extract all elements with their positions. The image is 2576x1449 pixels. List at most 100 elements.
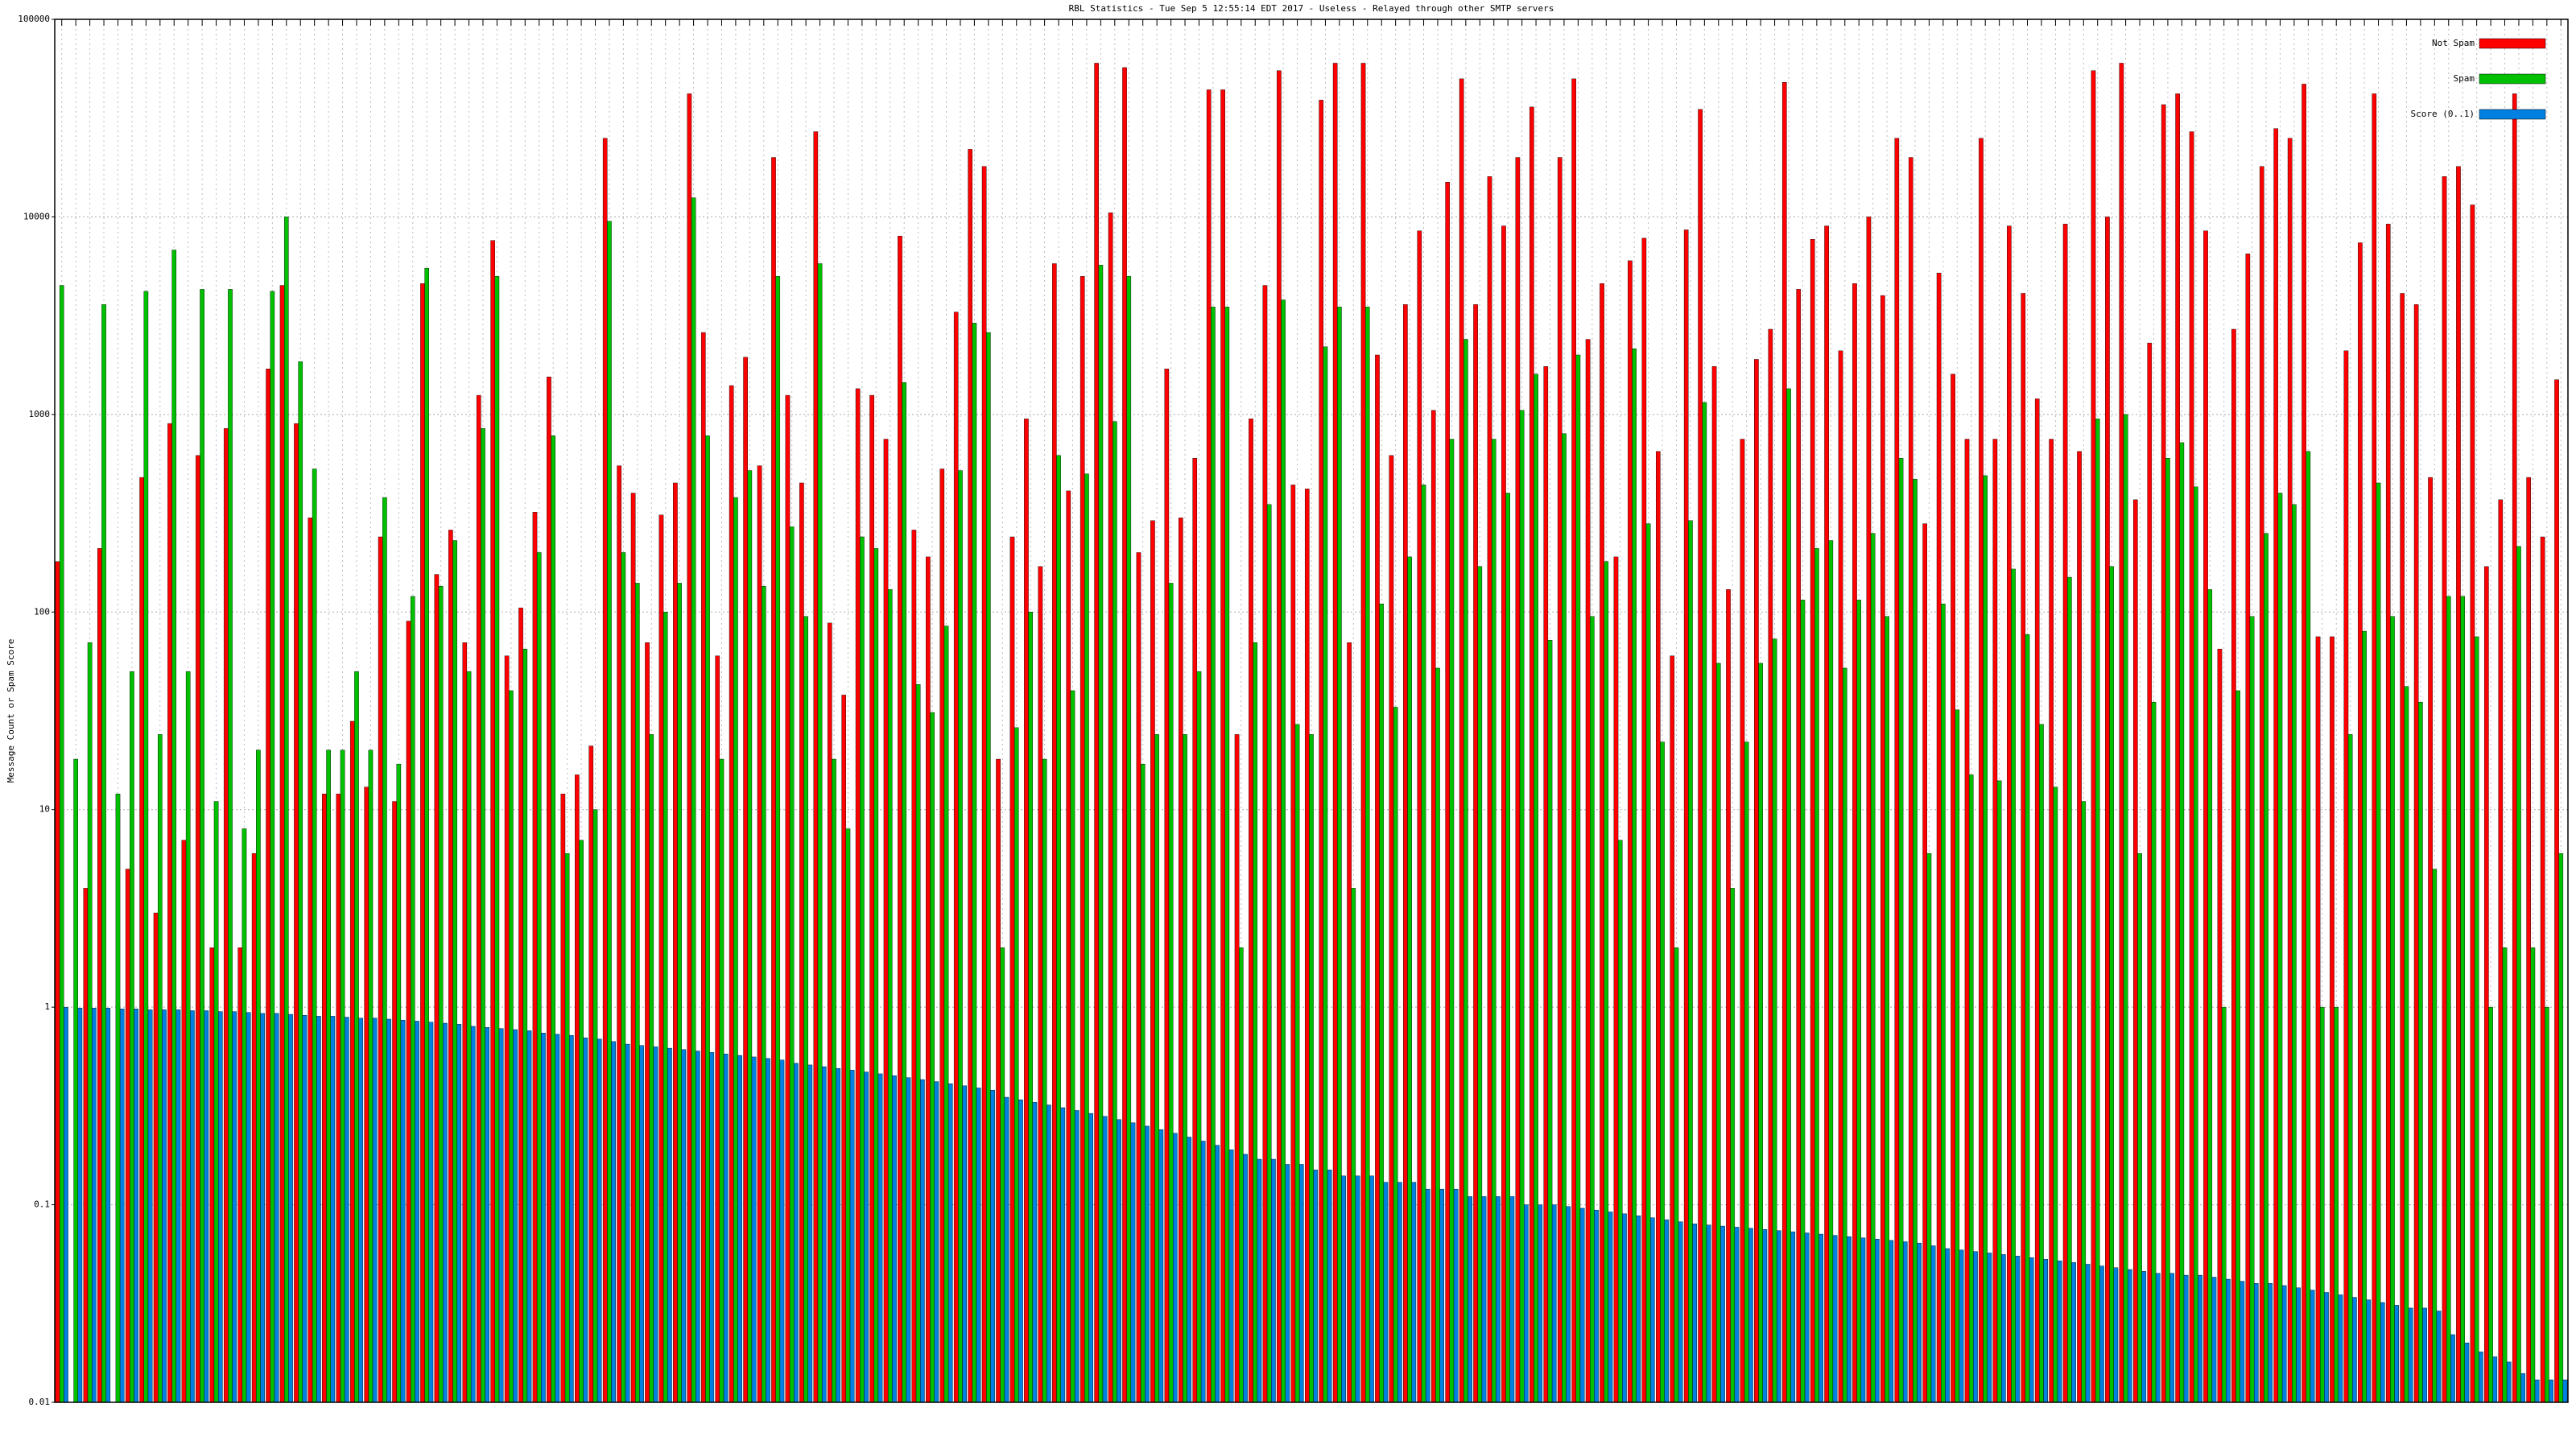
bar	[1397, 1182, 1402, 1403]
bar	[448, 530, 453, 1403]
bar	[1351, 888, 1356, 1403]
bar	[344, 1017, 349, 1403]
bar	[1678, 1221, 1683, 1403]
bar	[2324, 1292, 2329, 1403]
bar	[2558, 852, 2564, 1403]
bar	[77, 1008, 83, 1403]
bar	[1088, 1113, 1093, 1403]
bar	[522, 649, 528, 1403]
bar	[1496, 1196, 1501, 1403]
bar	[832, 758, 836, 1403]
bar	[1468, 1196, 1472, 1403]
bar	[228, 289, 233, 1403]
bar	[1740, 439, 1745, 1403]
bar	[2029, 1257, 2034, 1403]
bar	[2235, 690, 2240, 1403]
bar	[1715, 663, 1721, 1403]
bar	[1730, 888, 1736, 1403]
bar	[1842, 667, 1847, 1403]
bar	[1579, 1208, 1585, 1403]
bar	[2362, 630, 2367, 1403]
bar	[1060, 1107, 1066, 1403]
bar	[737, 1055, 742, 1403]
bar	[83, 888, 89, 1403]
bar	[541, 1033, 546, 1403]
bar	[139, 477, 144, 1403]
bar	[1473, 304, 1478, 1403]
bar	[579, 840, 584, 1403]
bar	[2183, 1274, 2189, 1403]
bar	[813, 131, 819, 1403]
bar	[1355, 1175, 1360, 1403]
y-tick-label: 1	[44, 1001, 50, 1012]
bar	[1590, 616, 1595, 1403]
bar	[1136, 552, 1141, 1403]
bar	[1945, 1248, 1950, 1403]
bar	[733, 497, 738, 1403]
bar	[2470, 204, 2475, 1403]
bar	[1706, 1224, 1711, 1403]
bar	[1828, 540, 1834, 1403]
bar	[1379, 603, 1385, 1403]
bar	[1200, 1141, 1206, 1403]
bar	[1917, 1242, 1922, 1403]
bar	[2516, 546, 2521, 1403]
bar	[1880, 295, 1885, 1403]
bar	[2011, 568, 2016, 1403]
bar	[424, 267, 430, 1403]
bar	[673, 482, 678, 1403]
bar	[887, 589, 893, 1403]
bar	[1215, 1145, 1220, 1403]
bar	[2319, 1006, 2325, 1403]
bar	[2287, 138, 2293, 1403]
bar	[1856, 600, 1862, 1403]
bar	[794, 1063, 799, 1403]
bar	[1698, 109, 1703, 1403]
bar	[1655, 451, 1661, 1403]
bar	[466, 671, 472, 1403]
bar	[2432, 869, 2438, 1403]
bar	[340, 749, 345, 1403]
bar	[1538, 1204, 1543, 1403]
bar	[1168, 583, 1174, 1403]
bar	[569, 1034, 574, 1403]
bar	[1403, 304, 1408, 1403]
bar	[2484, 566, 2489, 1403]
bar	[1838, 350, 1843, 1403]
bar	[2231, 328, 2236, 1403]
bar	[1481, 1196, 1487, 1403]
bar	[2137, 852, 2142, 1403]
bar	[490, 240, 495, 1403]
bar	[1375, 354, 1380, 1403]
bar	[803, 616, 808, 1403]
bar	[785, 394, 791, 1403]
y-tick-label: 0.01	[29, 1397, 51, 1407]
bar	[1585, 339, 1591, 1403]
bar	[190, 1010, 195, 1403]
bar	[892, 1075, 897, 1403]
bar	[1804, 1232, 1810, 1403]
bar	[2372, 93, 2377, 1403]
bar	[2545, 1006, 2549, 1403]
bar	[799, 482, 804, 1403]
bar	[1688, 520, 1693, 1403]
bar	[715, 655, 720, 1403]
bar	[1720, 1225, 1725, 1403]
bar	[1692, 1224, 1697, 1403]
bar	[274, 1013, 279, 1403]
bar	[476, 394, 481, 1403]
bar	[709, 1052, 715, 1403]
bar	[410, 596, 415, 1403]
bar	[1319, 100, 1324, 1403]
bar	[364, 786, 369, 1403]
bar	[1425, 1188, 1430, 1403]
bar	[564, 852, 570, 1403]
bar	[115, 794, 121, 1403]
bar	[434, 574, 440, 1403]
bar	[1987, 1253, 1992, 1403]
bar	[406, 621, 411, 1403]
bar	[2498, 499, 2504, 1403]
bar	[2343, 350, 2349, 1403]
bar	[2534, 1379, 2540, 1403]
